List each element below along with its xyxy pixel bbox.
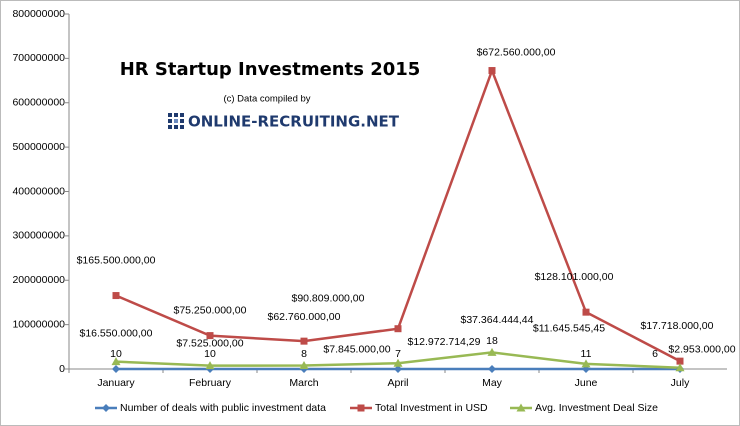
data-label: 10 xyxy=(110,348,122,360)
point xyxy=(393,358,403,367)
y-tick-label: 600000000 xyxy=(12,97,65,109)
y-tick-label: 800000000 xyxy=(12,8,65,20)
data-label: $165.500.000,00 xyxy=(77,254,156,266)
chart-title: HR Startup Investments 2015 xyxy=(120,59,421,80)
point xyxy=(582,308,590,316)
legend-label: Total Investment in USD xyxy=(375,402,488,414)
x-tick-label: June xyxy=(575,377,598,389)
brand-text: ONLINE-RECRUITING.NET xyxy=(188,113,400,131)
point xyxy=(488,365,496,373)
data-label: 18 xyxy=(486,335,498,347)
data-label: 8 xyxy=(301,348,307,360)
y-tick-label: 500000000 xyxy=(12,141,65,153)
data-label: $16.550.000,00 xyxy=(80,327,153,339)
point xyxy=(205,361,215,370)
legend-label: Number of deals with public investment d… xyxy=(120,402,326,414)
data-label: $128.101.000,00 xyxy=(535,271,614,283)
legend-marker xyxy=(102,404,110,412)
x-tick-label: May xyxy=(482,377,503,389)
data-label: $17.718.000,00 xyxy=(641,320,714,332)
point xyxy=(581,359,591,368)
y-tick-label: 400000000 xyxy=(12,185,65,197)
credit-text: (c) Data compiled by xyxy=(223,94,310,105)
data-label: $90.809.000,00 xyxy=(292,292,365,304)
legend-marker xyxy=(516,403,526,412)
x-tick-label: July xyxy=(671,377,690,389)
point xyxy=(675,363,685,372)
point xyxy=(487,347,497,356)
point xyxy=(394,325,402,333)
legend-label: Avg. Investment Deal Size xyxy=(535,402,658,414)
y-tick-label: 0 xyxy=(59,363,65,375)
data-label: 10 xyxy=(204,348,216,360)
data-label: 6 xyxy=(652,348,658,360)
x-tick-label: January xyxy=(97,377,135,389)
data-label: 7 xyxy=(395,348,401,360)
point xyxy=(488,67,496,75)
y-tick-label: 200000000 xyxy=(12,274,65,286)
data-label: $7.845.000,00 xyxy=(323,343,390,355)
data-label: $62.760.000,00 xyxy=(268,311,341,323)
point xyxy=(300,337,308,345)
data-label: $75.250.000,00 xyxy=(174,304,247,316)
data-label: $12.972.714,29 xyxy=(408,336,481,348)
point xyxy=(111,357,121,366)
point xyxy=(112,365,120,373)
data-label: $672.560.000,00 xyxy=(477,46,556,58)
data-label: 11 xyxy=(581,348,592,360)
legend-marker xyxy=(357,404,365,412)
x-tick-label: April xyxy=(387,377,408,389)
data-label: $2.953.000,00 xyxy=(668,343,735,355)
x-tick-label: March xyxy=(289,377,318,389)
x-tick-label: February xyxy=(189,377,232,389)
data-label: $7.525.000,00 xyxy=(176,337,243,349)
point xyxy=(206,332,214,340)
brand-logo xyxy=(168,113,184,129)
point xyxy=(394,365,402,373)
y-tick-label: 100000000 xyxy=(12,318,65,330)
data-label: $11.645.545,45 xyxy=(533,323,605,335)
point xyxy=(299,361,309,370)
y-tick-label: 700000000 xyxy=(12,52,65,64)
point xyxy=(676,357,684,365)
point xyxy=(112,292,120,300)
y-tick-label: 300000000 xyxy=(12,230,65,242)
data-label: $37.364.444,44 xyxy=(461,314,534,326)
